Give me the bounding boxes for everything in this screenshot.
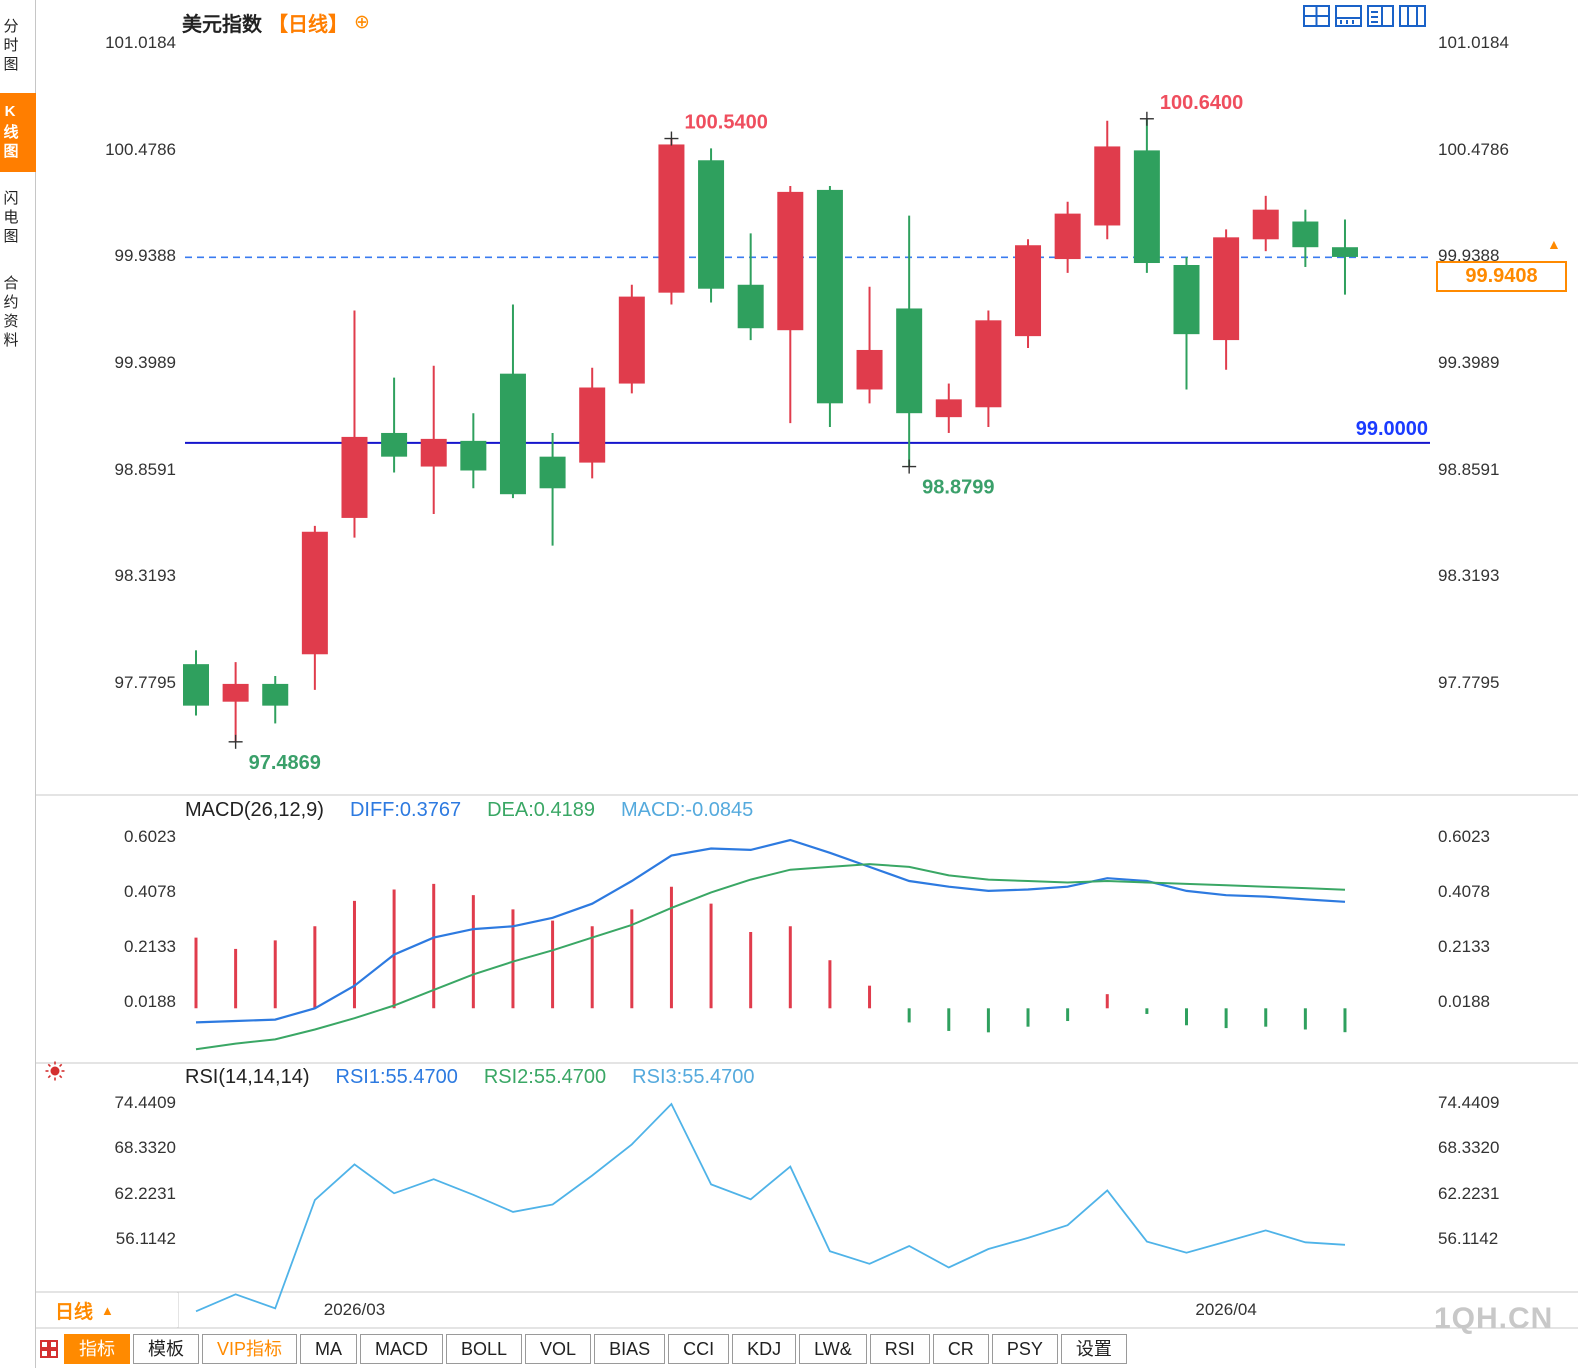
- layout-icon-group: [1303, 5, 1426, 27]
- price-annotation: 100.5400: [684, 112, 767, 134]
- layout-columns-icon[interactable]: [1367, 5, 1394, 27]
- sidebar-item-contract-info[interactable]: 合约资料: [1, 275, 19, 351]
- sidebar-item-lightning-chart[interactable]: 闪电图: [1, 190, 19, 247]
- footer-tab-cr[interactable]: CR: [932, 1333, 989, 1364]
- candle: [1133, 150, 1160, 264]
- footer-tab-boll[interactable]: BOLL: [446, 1333, 523, 1364]
- candle: [1213, 237, 1240, 341]
- candle: [1252, 209, 1279, 240]
- footer-grid-icon[interactable]: [40, 1339, 58, 1358]
- period-selector[interactable]: 日线 ▲: [37, 1293, 178, 1327]
- period-tag: 【日线】: [268, 14, 348, 36]
- period-arrow-icon: ▲: [101, 1302, 114, 1318]
- macd-macd-value: MACD:-0.0845: [620, 799, 754, 821]
- candle: [539, 456, 566, 489]
- candle: [618, 296, 645, 384]
- price-up-arrow-icon: ▲: [1547, 236, 1561, 252]
- rsi-title: RSI(14,14,14): [185, 1066, 310, 1088]
- left-sidebar: 分时图 K线图 闪电图 合约资料: [0, 0, 36, 1368]
- footer-tab-settings[interactable]: 设置: [1060, 1333, 1127, 1364]
- current-price-box: 99.9408: [1436, 261, 1567, 292]
- candle: [896, 308, 923, 414]
- footer-tab-vip[interactable]: VIP指标: [202, 1333, 298, 1364]
- add-indicator-icon[interactable]: ⊕: [354, 12, 370, 33]
- footer-tab-cci[interactable]: CCI: [668, 1333, 730, 1364]
- candle: [499, 373, 526, 495]
- page-title: 美元指数: [182, 14, 262, 36]
- diff-line: [195, 838, 1346, 1024]
- candle: [381, 432, 408, 457]
- candle: [856, 349, 883, 390]
- macd-dea-value: DEA:0.4189: [487, 799, 595, 821]
- footer-tab-macd[interactable]: MACD: [360, 1333, 444, 1364]
- candle: [1094, 146, 1121, 226]
- sun-icon[interactable]: [44, 1060, 66, 1087]
- macd-legend: MACD(26,12,9) DIFF:0.3767 DEA:0.4189 MAC…: [185, 799, 753, 822]
- candle: [816, 189, 843, 404]
- macd-title: MACD(26,12,9): [185, 799, 324, 821]
- candle: [1015, 245, 1042, 337]
- candle: [579, 387, 606, 463]
- footer-toolbar: 指标 模板 VIP指标 MA MACD BOLL VOL BIAS CCI KDJ LW& RSI CR…: [36, 1329, 1578, 1368]
- current-price-value: 99.9408: [1465, 265, 1538, 287]
- rsi1-value: RSI1:55.4700: [335, 1066, 458, 1088]
- footer-tab-lwr[interactable]: LW&: [799, 1333, 867, 1364]
- candle: [1292, 221, 1319, 248]
- footer-tab-kdj[interactable]: KDJ: [732, 1333, 797, 1364]
- candle: [1054, 213, 1081, 260]
- sidebar-item-kline-chart[interactable]: K线图: [0, 93, 36, 172]
- rsi-line: [195, 1102, 1346, 1313]
- footer-tabs: 指标 模板 VIP指标 MA MACD BOLL VOL BIAS CCI KDJ LW& RSI CR…: [64, 1333, 1127, 1364]
- footer-tab-templates[interactable]: 模板: [133, 1333, 199, 1364]
- candle: [698, 160, 725, 289]
- candle: [341, 436, 368, 518]
- candle: [935, 399, 962, 418]
- layout-panels-icon[interactable]: [1399, 5, 1426, 27]
- period-label: 日线: [55, 1301, 94, 1323]
- chart-header: 美元指数 【日线】 ⊕: [182, 8, 370, 37]
- footer-tab-indicators[interactable]: 指标: [64, 1333, 130, 1364]
- candle: [975, 320, 1002, 408]
- candle: [658, 144, 685, 293]
- support-line-label: 99.0000: [1356, 418, 1428, 440]
- candle: [262, 683, 289, 706]
- dea-line: [195, 863, 1346, 1051]
- candle: [222, 683, 249, 702]
- watermark: 1QH.CN: [1434, 1302, 1554, 1335]
- candle: [183, 664, 209, 706]
- candlestick-series: [183, 118, 1358, 742]
- rsi2-value: RSI2:55.4700: [483, 1066, 607, 1088]
- rsi-legend: RSI(14,14,14) RSI1:55.4700 RSI2:55.4700 …: [185, 1066, 755, 1089]
- sidebar-item-time-chart[interactable]: 分时图: [1, 18, 19, 75]
- candle: [301, 531, 328, 655]
- candle: [420, 438, 447, 467]
- footer-tab-bias[interactable]: BIAS: [594, 1333, 666, 1364]
- rsi3-value: RSI3:55.4700: [632, 1066, 755, 1088]
- footer-tab-vol[interactable]: VOL: [525, 1333, 592, 1364]
- footer-tab-psy[interactable]: PSY: [991, 1333, 1058, 1364]
- macd-diff-value: DIFF:0.3767: [349, 799, 462, 821]
- footer-tab-ma[interactable]: MA: [300, 1333, 358, 1364]
- price-annotation: 98.8799: [922, 477, 994, 499]
- price-annotation: 100.6400: [1160, 92, 1243, 114]
- layout-grid-icon[interactable]: [1303, 5, 1330, 27]
- candle: [1331, 247, 1358, 257]
- candle: [1173, 264, 1200, 335]
- candle: [737, 284, 764, 329]
- footer-tab-rsi[interactable]: RSI: [869, 1333, 930, 1364]
- layout-rows-icon[interactable]: [1335, 5, 1362, 27]
- candle: [460, 440, 487, 471]
- candle: [777, 191, 804, 331]
- price-annotation: 97.4869: [249, 752, 321, 774]
